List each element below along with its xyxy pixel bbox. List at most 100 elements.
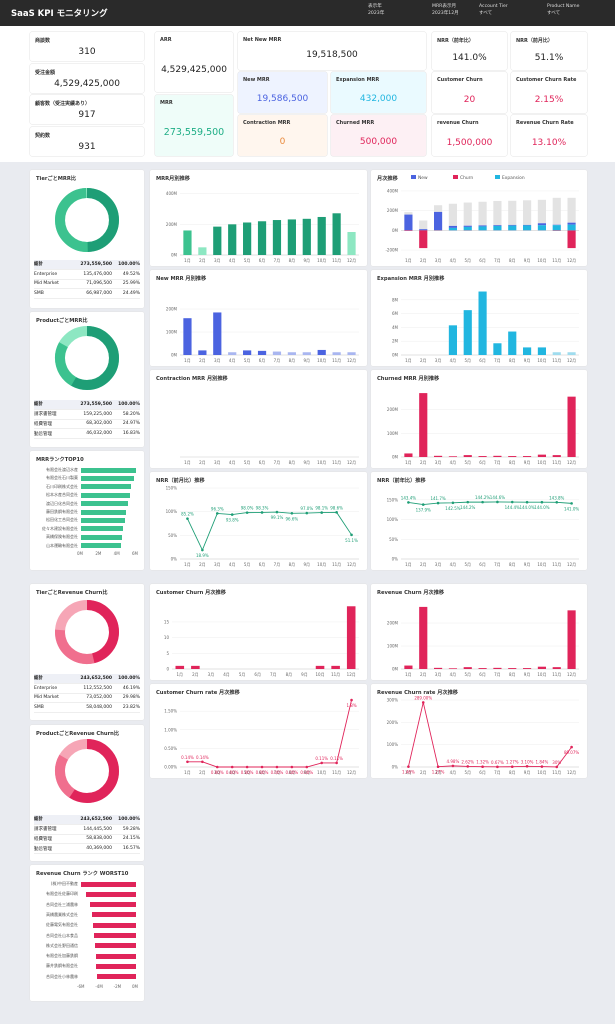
bar [347, 232, 356, 255]
table-row: 総計 243,652,500 100.00% [34, 674, 140, 684]
x-tick-label: 5月 [464, 358, 471, 363]
bar-churn [567, 230, 576, 249]
data-label: 143.8% [549, 495, 564, 500]
bar [567, 352, 576, 355]
data-label: 96.3% [211, 506, 224, 511]
page-title: SaaS KPI モニタリング [11, 9, 108, 19]
x-tick-label: 9月 [304, 460, 311, 465]
x-tick-label: 12月 [567, 258, 576, 263]
rank-bar [81, 492, 130, 498]
rank-label: 石川印刷株式会社 [46, 483, 78, 489]
rank-bar [81, 475, 134, 481]
bar [508, 668, 517, 669]
revenue-churn-chart: 0M 100M 200M 1月 2月 3月 4月 5月 6月 7月 8月 9月 10月 11月 12月 [387, 606, 579, 677]
rank-label: 松田化工合同会社 [46, 517, 78, 523]
bar [552, 352, 561, 355]
rank-bar [81, 509, 127, 515]
bar-new [508, 224, 517, 226]
y-tick-label: 100% [166, 509, 178, 514]
rank-axis-tick: 0M [77, 551, 83, 556]
table-row: 経費管理 68,302,000 24.97% [34, 420, 140, 430]
y-tick-label: 0% [392, 765, 399, 770]
line-point [436, 765, 440, 769]
rank-label: 松本水産合同会社 [46, 492, 78, 498]
x-tick-label: 8月 [289, 562, 296, 567]
churned-mrr-chart: 0M 100M 200M 1月 2月 3月 4月 5月 6月 7月 8月 9月 10月 11月 12月 [387, 393, 579, 465]
product-rev-churn-table: 総計 243,652,500 100.00% 請求書管理 144,445,500 59.… [34, 815, 140, 855]
filter-product-name[interactable]: Product Name すべて [547, 4, 580, 16]
bar-base [493, 200, 502, 226]
x-tick-label: 5月 [464, 460, 471, 465]
data-label: 1.27% [432, 770, 445, 775]
x-tick-label: 2月 [199, 258, 206, 263]
x-tick-label: 9月 [304, 258, 311, 263]
line-point [496, 765, 499, 769]
line-point [260, 511, 264, 514]
rank-row: 有限会社石川製薬 [34, 474, 140, 481]
nrr-mom-card: NRR（前月比）推移 0% 50% 100% 150% 1月 2月 3月 4月 5月 6月 7月 8月 9… [150, 472, 367, 570]
line-point [186, 517, 189, 520]
x-tick-label: 7月 [274, 258, 281, 263]
line-point [290, 765, 294, 769]
x-tick-label: 10月 [537, 562, 546, 567]
rank-label: 佐藤電気有限会社 [46, 922, 78, 928]
x-tick-label: 5月 [244, 562, 251, 567]
x-tick-label: 9月 [301, 672, 308, 677]
table-row: 経費管理 58,838,000 24.15% [34, 835, 140, 845]
line-point [215, 512, 219, 515]
bar-expansion [552, 225, 561, 231]
bar [567, 610, 576, 669]
y-tick-label: 200M [166, 307, 178, 312]
data-label: 96.6% [286, 516, 299, 521]
bar [419, 393, 428, 457]
y-tick-label: 0M [171, 353, 178, 358]
bar [523, 668, 532, 669]
bar-base [404, 212, 413, 215]
rank-axis-tick: 2M [95, 551, 102, 556]
x-tick-label: 12月 [567, 358, 576, 363]
bar [243, 222, 252, 255]
contraction-mrr-chart: 1月 2月 3月 4月 5月 6月 7月 8月 9月 10月 11月 12月 [180, 456, 359, 465]
y-tick-label: 1.50% [164, 709, 177, 714]
x-tick-label: 8月 [509, 672, 516, 677]
donut-enterprise [55, 600, 119, 664]
x-tick-label: 4月 [223, 672, 230, 677]
x-tick-label: 2月 [199, 460, 206, 465]
x-tick-label: 8月 [286, 672, 293, 677]
x-tick-label: 6月 [479, 770, 486, 775]
x-tick-label: 5月 [239, 672, 246, 677]
rank-label: 有限会社加藤鉄鋼 [46, 953, 78, 959]
bar [552, 667, 561, 669]
x-tick-label: 3月 [435, 460, 442, 465]
x-tick-label: 7月 [274, 460, 281, 465]
filter-year[interactable]: 表示年 2023年 [368, 4, 385, 16]
data-label: 289.00% [414, 695, 432, 700]
bar-new [434, 211, 443, 231]
line-point [275, 510, 279, 514]
x-tick-label: 12月 [567, 770, 576, 775]
bar [478, 456, 487, 457]
table-row: Mid Market 71,096,500 25.99% [34, 280, 140, 290]
bar-base [537, 199, 546, 224]
rank-bar [81, 881, 136, 887]
donut-enterprise [55, 188, 119, 252]
filter-mrr-month[interactable]: MRR表示月 2023年12月 [432, 4, 459, 16]
bar [315, 665, 325, 669]
bar [552, 455, 561, 457]
bar [257, 350, 267, 355]
rank-bar [94, 943, 136, 949]
data-label: 0.11% [315, 756, 328, 761]
bar [448, 668, 457, 669]
revenue-churn-rank-chart: (株)中田不動産 有限会社佐藤印刷 合同会社三浦農林 高橋農業株式会社 佐藤電気有限会社… [34, 880, 140, 998]
line-point [186, 760, 189, 764]
bar-expansion [448, 227, 457, 231]
kpi-customer-churn-rate-card: Customer Churn Rate 2.15% [511, 72, 587, 113]
kpi-expansion-mrr-card: Expansion MRR 432,000 [331, 72, 426, 113]
table-row: 勤怠管理 46,032,000 16.83% [34, 429, 140, 440]
line-point [350, 533, 353, 537]
filter-account-tier[interactable]: Account Tier すべて [479, 4, 508, 16]
line-point [305, 765, 309, 769]
x-tick-label: 3月 [214, 258, 221, 263]
x-tick-label: 11月 [552, 460, 561, 465]
customer-churn-chart: 0 5 10 15 1月 2月 3月 4月 5月 6月 7月 8月 9月 10月 11月 12月 [164, 606, 359, 677]
